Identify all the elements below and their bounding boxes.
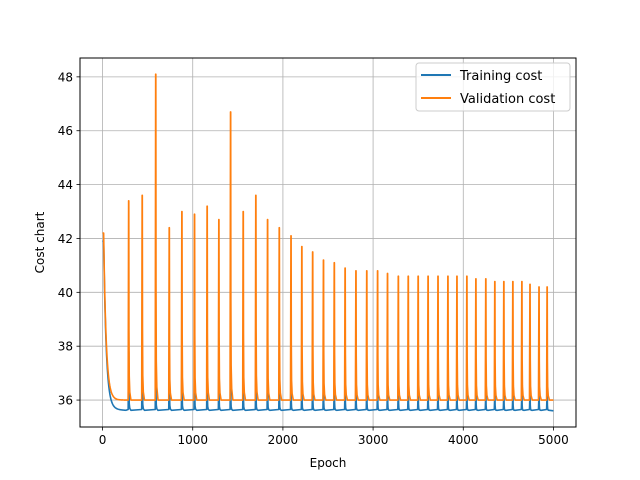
- legend-box: [415, 62, 571, 112]
- plot-area: [102, 73, 554, 412]
- series-line-validation: [102, 73, 554, 401]
- y-tick-label: 36: [58, 394, 73, 408]
- x-tick-label: 3000: [358, 433, 389, 447]
- x-tick-label: 0: [99, 433, 107, 447]
- y-tick-label: 38: [58, 340, 73, 354]
- series-layer: [102, 73, 554, 412]
- y-tick-label: 44: [58, 178, 73, 192]
- y-tick-label: 48: [58, 70, 73, 84]
- x-axis-label: Epoch: [310, 456, 347, 470]
- x-tick-label: 5000: [538, 433, 569, 447]
- grid-lines: [80, 58, 576, 427]
- x-tick-label: 2000: [268, 433, 299, 447]
- x-tick-label: 1000: [177, 433, 208, 447]
- x-axis: 0 1000 2000 3000 4000 5000: [99, 427, 569, 447]
- x-tick-label: 4000: [448, 433, 479, 447]
- y-tick-label: 46: [58, 124, 73, 138]
- plot-frame: [79, 57, 577, 428]
- legend-label-validation: Validation cost: [460, 92, 555, 107]
- y-axis: 36 38 40 42 44 46 48: [58, 70, 80, 408]
- y-axis-label: Cost chart: [33, 211, 47, 273]
- y-tick-label: 40: [58, 286, 73, 300]
- legend-label-training: Training cost: [459, 69, 542, 84]
- legend: Training cost Validation cost: [415, 62, 571, 112]
- y-tick-label: 42: [58, 232, 73, 246]
